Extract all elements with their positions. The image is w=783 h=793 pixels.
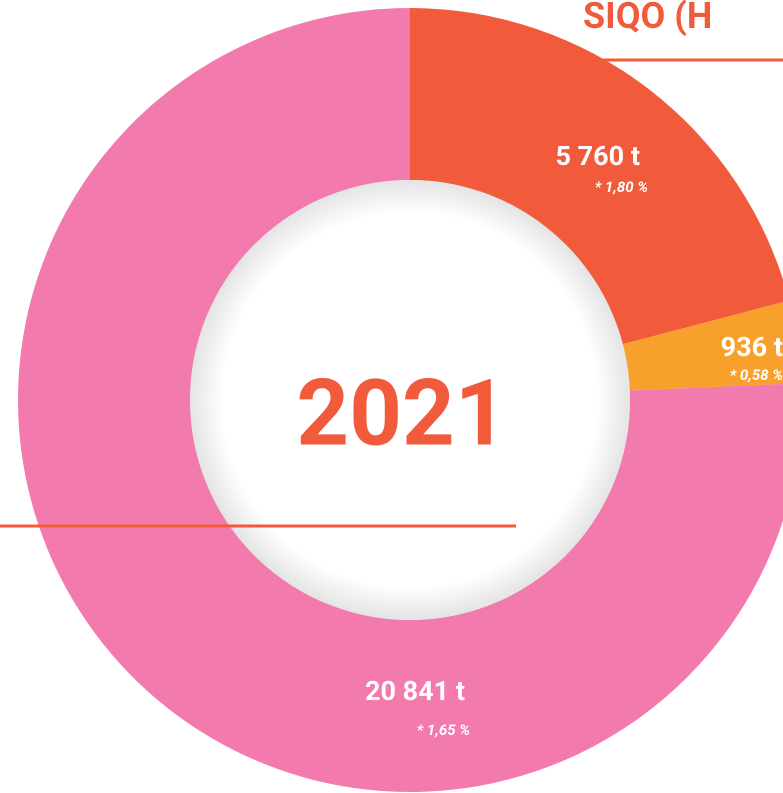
donut-segment xyxy=(622,302,783,391)
labels: 5 760 t * 1,80 % 936 t * 0,58 % 20 841 t * 1,… xyxy=(365,140,783,739)
value-label: 20 841 t xyxy=(365,675,465,707)
value-label: 5 760 t xyxy=(555,140,640,172)
donut xyxy=(18,8,783,792)
center-label: 2021 xyxy=(296,360,507,467)
note-label: * 0,58 % xyxy=(730,366,783,384)
note-label: * 1,80 % xyxy=(595,178,648,196)
title: SIQO (H xyxy=(583,0,712,37)
donut-segment xyxy=(410,8,783,345)
donut-hole xyxy=(190,180,630,620)
donut-segment xyxy=(18,8,783,792)
note-label: * 1,65 % xyxy=(417,721,470,739)
value-label: 936 t xyxy=(721,331,783,363)
